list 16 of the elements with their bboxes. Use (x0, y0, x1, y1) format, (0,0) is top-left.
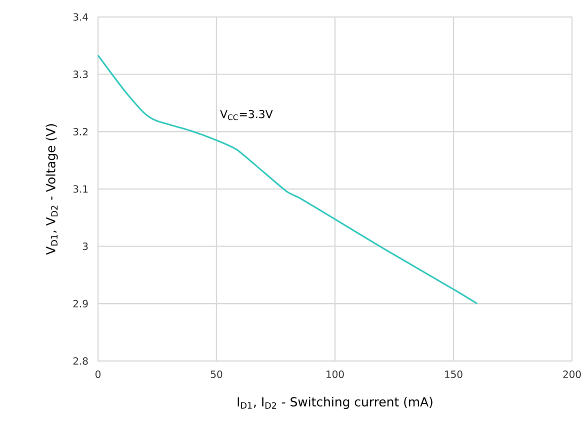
y-tick-label: 3.1 (73, 185, 88, 193)
y-tick-label: 3.4 (73, 13, 88, 21)
x-tick-label: 50 (210, 370, 222, 378)
x-tick-label: 0 (95, 370, 101, 378)
x-tick-label: 200 (563, 370, 581, 378)
annotation: V$_{CC}$=3.3V (220, 110, 273, 120)
y-tick-label: 2.9 (73, 300, 88, 308)
y-tick-label: 3.3 (73, 70, 88, 78)
y-tick-label: 3 (82, 242, 88, 250)
x-tick-label: 150 (445, 370, 462, 378)
y-tick-label: 2.8 (73, 357, 88, 365)
line-series (97, 54, 478, 304)
x-axis-title: I$_{D1}$, I$_{D2}$ - Switching current (mA) (238, 396, 432, 409)
x-tick-label: 100 (326, 370, 344, 378)
y-axis-title: V$_{D1}$, V$_{D2}$ - Voltage (V) (46, 124, 58, 255)
y-tick-label: 3.2 (73, 128, 88, 136)
